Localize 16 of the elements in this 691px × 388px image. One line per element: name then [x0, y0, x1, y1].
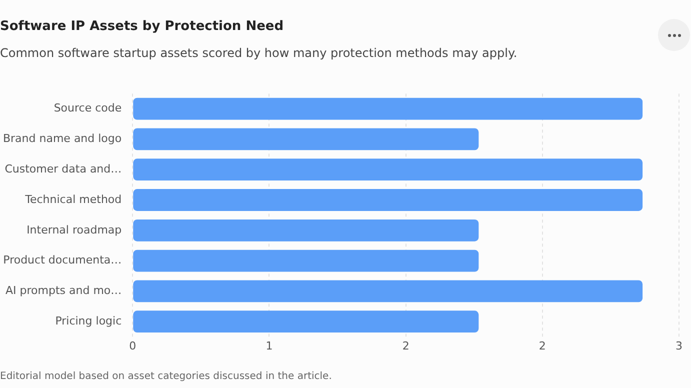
- x-tick-label: 2: [402, 339, 410, 352]
- x-tick-label: 2: [538, 339, 546, 352]
- chart-title: Software IP Assets by Protection Need: [0, 19, 284, 34]
- y-tick-label: Pricing logic: [55, 314, 122, 328]
- y-tick-label: Internal roadmap: [26, 223, 122, 236]
- y-tick-label: Brand name and logo: [2, 132, 122, 146]
- chart-subtitle: Common software startup assets scored by how many protection methods may apply.: [0, 46, 518, 60]
- y-tick-label: Product documenta…: [3, 254, 122, 267]
- y-tick-label: Technical method: [24, 192, 122, 206]
- x-tick-label: 1: [266, 339, 273, 352]
- x-tick-label: 3: [676, 339, 682, 352]
- text: Editorial model based on asset categories discussed in the article.: [0, 371, 332, 382]
- y-tick-label: AI prompts and mo…: [6, 284, 122, 298]
- y-tick-label: Customer data and…: [4, 162, 122, 176]
- x-tick-label: 0: [129, 339, 136, 352]
- y-tick-label: Source code: [54, 102, 122, 115]
